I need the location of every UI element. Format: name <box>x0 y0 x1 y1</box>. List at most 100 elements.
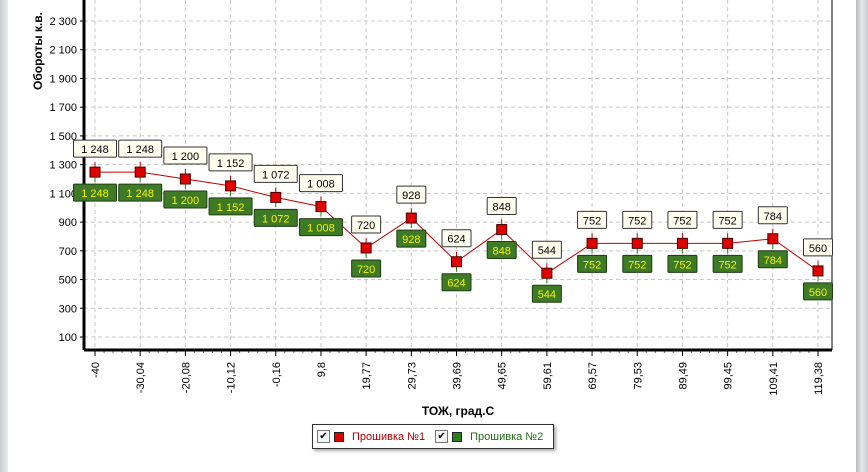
series1-data-label-box <box>712 210 743 229</box>
y-axis-title: Обороты к.в. <box>31 12 45 90</box>
series2-data-label-box <box>73 183 117 202</box>
series1-data-label: 1 152 <box>217 158 245 170</box>
series1-data-label-box <box>298 174 343 193</box>
series1-data-label: 752 <box>628 215 646 227</box>
series1-data-label: 720 <box>357 220 375 232</box>
series2-data-label: 784 <box>764 255 782 267</box>
series1-marker <box>179 173 191 185</box>
series1-data-label-box <box>118 139 163 158</box>
series1-marker <box>631 237 643 249</box>
x-tick-label: 29,73 <box>406 362 418 390</box>
series1-marker <box>405 212 417 224</box>
y-tick-label: 300 <box>59 303 77 315</box>
series1-data-label: 1 008 <box>307 179 335 191</box>
series1-marker <box>89 166 101 178</box>
y-tick-label: 1 300 <box>49 160 77 172</box>
series1-marker <box>767 233 779 245</box>
series1-marker <box>225 180 237 192</box>
x-tick-label: 109,41 <box>768 362 780 396</box>
series1-data-label: 784 <box>764 211 782 223</box>
series1-marker <box>496 224 508 236</box>
series1-data-label: 624 <box>447 234 465 246</box>
series1-marker <box>722 237 734 249</box>
series2-data-label: 1 248 <box>81 188 109 200</box>
x-tick-label: 39,69 <box>452 362 464 390</box>
series1-marker <box>315 201 327 213</box>
series1-data-label-box <box>253 164 298 183</box>
series2-data-label: 1 200 <box>172 195 200 207</box>
series1-data-label: 752 <box>583 215 601 227</box>
series1-marker <box>676 237 688 249</box>
x-tick-label: 79,53 <box>632 362 644 390</box>
series2-data-label-box <box>757 250 788 269</box>
series1-data-label-box <box>577 210 608 229</box>
series2-data-label: 1 248 <box>126 188 154 200</box>
series1-data-label: 560 <box>809 243 827 255</box>
series2-data-label-box <box>486 241 517 260</box>
series2-data-label-box <box>622 254 653 273</box>
y-tick-label: 1 500 <box>49 131 77 143</box>
series2-data-label: 1 008 <box>307 223 335 235</box>
y-tick-label: 1 100 <box>49 188 77 200</box>
series2-data-label: 752 <box>718 259 736 271</box>
y-tick-label: 2 100 <box>49 45 77 57</box>
y-tick-label: 100 <box>59 332 77 344</box>
series1-data-label-box <box>73 139 117 158</box>
series1-marker <box>812 265 824 277</box>
series2-data-label-box <box>441 273 472 292</box>
series1-marker <box>586 237 598 249</box>
window-left-edge <box>0 0 8 472</box>
x-tick-label: 9,8 <box>316 362 328 377</box>
x-tick-label: 49,65 <box>497 362 509 390</box>
y-tick-label: 900 <box>59 217 77 229</box>
series2-data-label-box <box>396 229 427 248</box>
series1-marker <box>360 242 372 254</box>
series1-data-label: 1 248 <box>126 144 154 156</box>
series1-data-label: 544 <box>538 245 556 257</box>
series1-checkbox[interactable]: ✔ <box>317 430 330 443</box>
series1-data-label-box <box>441 229 472 248</box>
series1-marker <box>134 166 146 178</box>
series2-checkbox[interactable]: ✔ <box>435 430 449 443</box>
series1-data-label: 752 <box>718 215 736 227</box>
series1-data-label: 928 <box>402 190 420 202</box>
series1-data-label: 848 <box>493 202 511 214</box>
series1-data-label-box <box>208 153 253 172</box>
series1-data-label-box <box>667 210 698 229</box>
y-tick-label: 1 900 <box>49 73 77 85</box>
series1-data-label-box <box>622 210 653 229</box>
series1-data-label-box <box>351 215 382 234</box>
series1-data-label-box <box>531 240 562 259</box>
series2-data-label-box <box>298 218 343 237</box>
series2-data-label-box <box>208 197 253 216</box>
series2-data-label: 544 <box>538 289 556 301</box>
series1-legend-label[interactable]: Прошивка №1 <box>352 430 426 443</box>
series2-data-label-box <box>667 254 698 273</box>
x-tick-label: 69,57 <box>587 362 599 390</box>
series2-data-label: 752 <box>673 259 691 271</box>
series2-data-label-box <box>351 259 382 278</box>
series2-marker-icon <box>452 431 463 442</box>
series1-data-label-box <box>757 206 788 225</box>
series2-data-label-box <box>253 208 298 227</box>
series2-legend-label[interactable]: Прошивка №2 <box>470 430 544 443</box>
series2-data-label-box <box>712 254 743 273</box>
series2-data-label: 1 072 <box>262 213 290 225</box>
series2-data-label: 752 <box>583 259 601 271</box>
x-tick-label: -10,12 <box>226 362 238 393</box>
series1-data-label-box <box>163 146 208 165</box>
series2-data-label: 848 <box>493 246 511 258</box>
x-tick-label: 119,38 <box>813 362 825 395</box>
y-tick-label: 1 700 <box>49 102 77 114</box>
series2-data-label-box <box>803 282 833 301</box>
series1-data-label: 752 <box>673 215 691 227</box>
series2-data-label-box <box>163 190 208 209</box>
series1-marker-icon <box>334 431 344 442</box>
scrollbar[interactable] <box>856 0 868 472</box>
series2-data-label: 560 <box>809 287 827 299</box>
series2-data-label: 1 152 <box>217 202 245 214</box>
series1-data-label-box <box>803 238 833 257</box>
series1-marker <box>541 267 553 279</box>
series2-data-label-box <box>577 254 608 273</box>
